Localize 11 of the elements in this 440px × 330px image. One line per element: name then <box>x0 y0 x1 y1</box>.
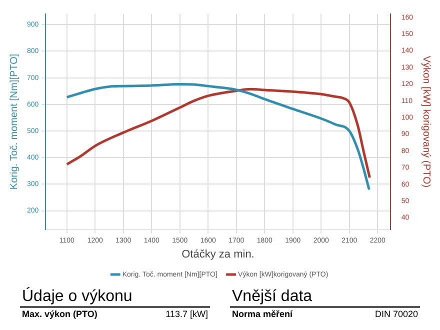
line-series <box>66 88 371 179</box>
text: DIN 70020 <box>374 309 418 319</box>
x-axis-title: Otáčky za min. <box>182 248 254 260</box>
text: Norma měření <box>232 309 293 319</box>
text: Vnější data <box>230 288 420 308</box>
y2-axis-title: Výkon [kW] korigovaný (PTO) <box>420 56 432 188</box>
text: Max. výkon (PTO) <box>22 309 98 319</box>
line-series <box>66 82 370 191</box>
y-axis-title: Korig. Toč. moment [Nm][PTO] <box>8 54 20 190</box>
text: 113.7 [kW] <box>166 309 208 319</box>
text: Údaje o výkonu <box>20 288 210 308</box>
